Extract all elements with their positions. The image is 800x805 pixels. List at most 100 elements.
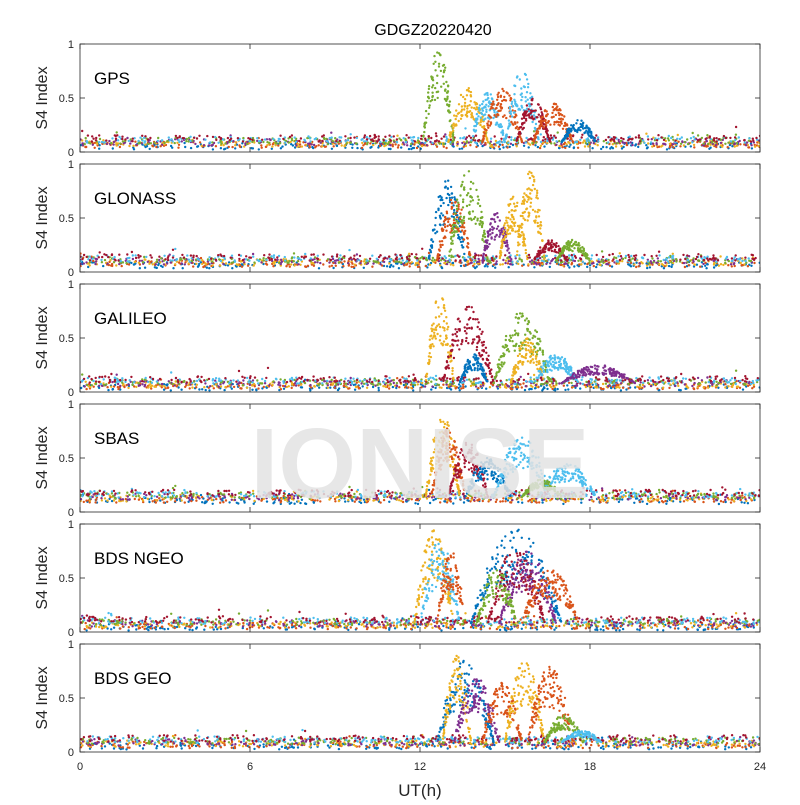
data-point: [477, 258, 479, 260]
data-point: [528, 388, 530, 390]
data-point: [128, 260, 130, 262]
data-point: [238, 258, 240, 260]
data-point: [511, 115, 513, 117]
data-point: [298, 145, 300, 147]
data-point: [440, 138, 442, 140]
data-point: [657, 257, 659, 259]
data-point: [447, 109, 449, 111]
data-point: [426, 100, 428, 102]
data-point: [564, 136, 566, 138]
data-point: [260, 144, 262, 146]
data-point: [355, 386, 357, 388]
data-point: [487, 235, 489, 237]
data-point: [613, 261, 615, 263]
data-point: [617, 142, 619, 144]
data-point: [470, 113, 472, 115]
data-point: [276, 259, 278, 261]
data-point: [521, 118, 523, 120]
data-point: [660, 145, 662, 147]
data-point: [593, 139, 595, 141]
data-point: [450, 199, 452, 201]
data-point: [464, 127, 466, 129]
data-point: [423, 122, 425, 124]
data-point: [435, 143, 437, 145]
data-point: [142, 261, 144, 263]
data-point: [509, 260, 511, 262]
data-point: [292, 144, 294, 146]
data-point: [703, 259, 705, 261]
data-point: [280, 388, 282, 390]
data-point: [470, 94, 472, 96]
data-point: [563, 263, 565, 265]
data-point: [325, 138, 327, 140]
data-point: [405, 141, 407, 143]
data-point: [314, 256, 316, 258]
data-point: [466, 205, 468, 207]
data-point: [354, 264, 356, 266]
data-point: [509, 218, 511, 220]
data-point: [388, 255, 390, 257]
data-point: [412, 136, 414, 138]
data-point: [443, 135, 445, 137]
data-point: [174, 142, 176, 144]
data-point: [425, 117, 427, 119]
data-point: [461, 229, 463, 231]
data-point: [116, 131, 118, 133]
data-point: [493, 111, 495, 113]
data-point: [147, 386, 149, 388]
data-point: [457, 222, 459, 224]
data-point: [727, 264, 729, 266]
data-point: [434, 69, 436, 71]
data-point: [318, 267, 320, 269]
data-point: [713, 266, 715, 268]
data-point: [297, 260, 299, 262]
data-point: [521, 96, 523, 98]
data-point: [189, 136, 191, 138]
data-point: [291, 137, 293, 139]
data-point: [392, 386, 394, 388]
data-point: [130, 262, 132, 264]
data-point: [448, 104, 450, 106]
data-point: [515, 114, 517, 116]
panel-label: GLONASS: [94, 189, 176, 208]
data-point: [683, 144, 685, 146]
data-point: [379, 141, 381, 143]
data-point: [517, 244, 519, 246]
data-point: [635, 143, 637, 145]
data-point: [540, 141, 542, 143]
data-point: [210, 258, 212, 260]
data-point: [501, 88, 503, 90]
data-point: [410, 143, 412, 145]
data-point: [411, 253, 413, 255]
data-point: [321, 145, 323, 147]
data-point: [551, 112, 553, 114]
data-point: [113, 385, 115, 387]
data-point: [466, 105, 468, 107]
data-point: [600, 387, 602, 389]
data-point: [516, 76, 518, 78]
data-point: [620, 140, 622, 142]
data-point: [453, 230, 455, 232]
data-point: [627, 254, 629, 256]
data-point: [530, 109, 532, 111]
data-point: [489, 386, 491, 388]
data-point: [434, 87, 436, 89]
data-point: [626, 144, 628, 146]
data-point: [445, 197, 447, 199]
data-point: [501, 125, 503, 127]
data-point: [582, 122, 584, 124]
data-point: [309, 140, 311, 142]
data-point: [330, 259, 332, 261]
data-point: [201, 388, 203, 390]
data-point: [196, 255, 198, 257]
data-point: [535, 109, 537, 111]
data-point: [504, 227, 506, 229]
data-point: [747, 265, 749, 267]
data-point: [466, 245, 468, 247]
data-point: [389, 148, 391, 150]
data-point: [533, 374, 535, 376]
data-point: [392, 265, 394, 267]
data-point: [443, 143, 445, 145]
data-point: [525, 249, 527, 251]
data-point: [535, 216, 537, 218]
